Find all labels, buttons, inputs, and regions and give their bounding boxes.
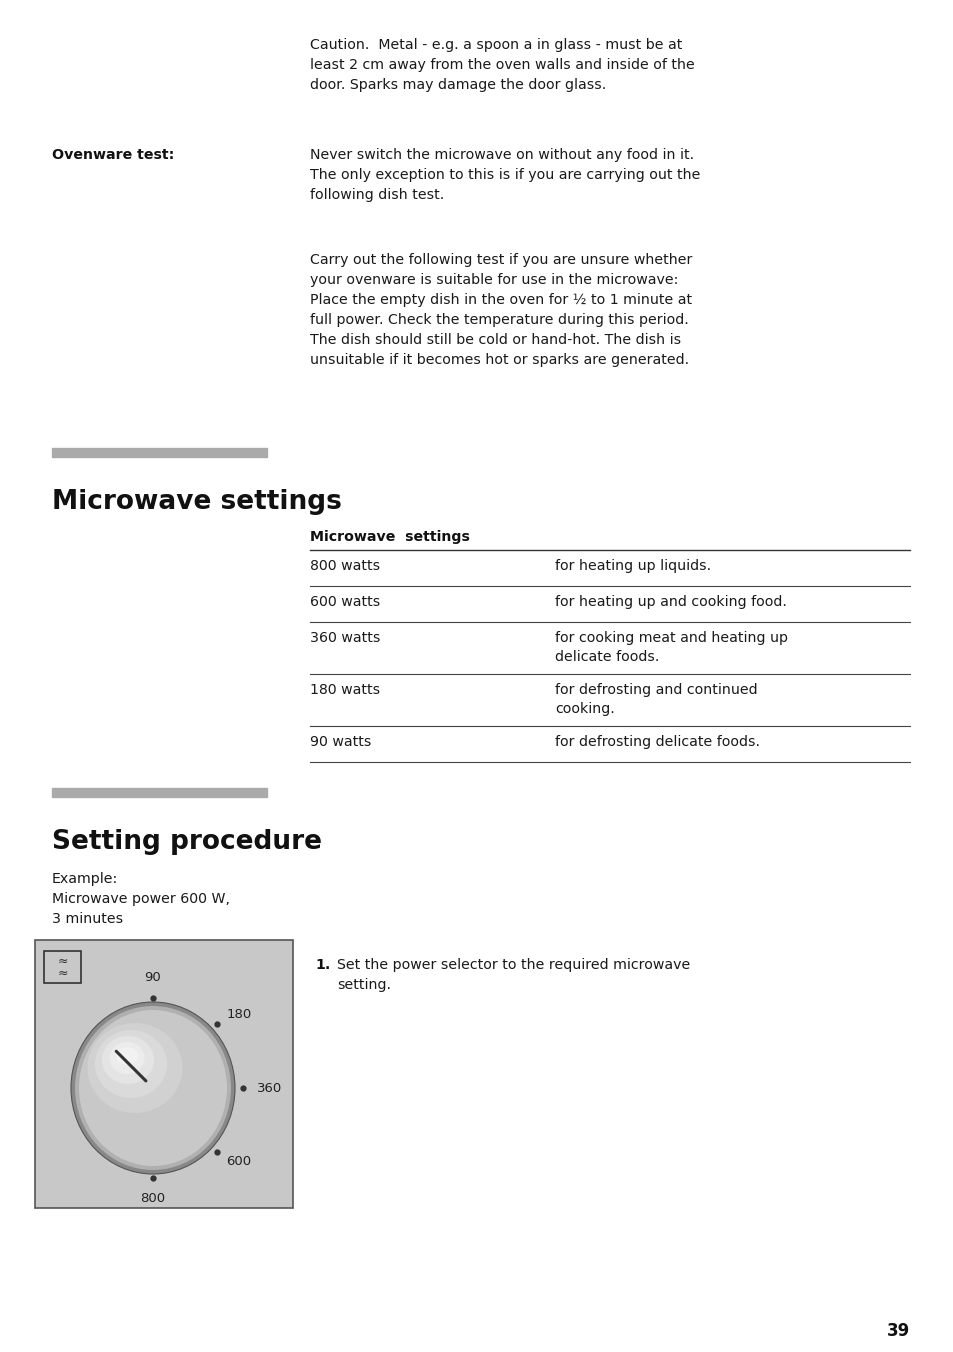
Text: Ovenware test:: Ovenware test:	[52, 147, 174, 162]
Ellipse shape	[116, 1046, 138, 1065]
Text: Microwave  settings: Microwave settings	[310, 530, 470, 544]
Text: 360 watts: 360 watts	[310, 631, 380, 645]
Text: 180: 180	[226, 1009, 252, 1021]
Text: Microwave settings: Microwave settings	[52, 489, 341, 515]
Text: ≈
≈: ≈ ≈	[57, 955, 68, 979]
Text: 800 watts: 800 watts	[310, 558, 379, 573]
Text: 600 watts: 600 watts	[310, 595, 380, 608]
Ellipse shape	[102, 1036, 153, 1084]
Text: Caution.  Metal - e.g. a spoon a in glass - must be at
least 2 cm away from the : Caution. Metal - e.g. a spoon a in glass…	[310, 38, 694, 92]
Text: for cooking meat and heating up
delicate foods.: for cooking meat and heating up delicate…	[555, 631, 787, 664]
Bar	[35, 940, 293, 1207]
Text: Never switch the microwave on without any food in it.
The only exception to this: Never switch the microwave on without an…	[310, 147, 700, 201]
Text: Carry out the following test if you are unsure whether
your ovenware is suitable: Carry out the following test if you are …	[310, 253, 692, 368]
Ellipse shape	[71, 1002, 234, 1174]
Text: 90: 90	[145, 971, 161, 984]
Text: Setting procedure: Setting procedure	[52, 829, 322, 854]
Ellipse shape	[110, 1042, 144, 1073]
Bar	[52, 448, 267, 457]
Text: 39: 39	[886, 1322, 909, 1340]
Ellipse shape	[95, 1030, 167, 1098]
Text: Set the power selector to the required microwave
setting.: Set the power selector to the required m…	[336, 959, 690, 992]
Text: for heating up liquids.: for heating up liquids.	[555, 558, 710, 573]
Text: for defrosting and continued
cooking.: for defrosting and continued cooking.	[555, 683, 757, 717]
Text: 800: 800	[140, 1192, 166, 1205]
Text: 90 watts: 90 watts	[310, 735, 371, 749]
Ellipse shape	[79, 1010, 227, 1165]
Text: for defrosting delicate foods.: for defrosting delicate foods.	[555, 735, 760, 749]
Ellipse shape	[75, 1006, 231, 1169]
Text: Example:
Microwave power 600 W,
3 minutes: Example: Microwave power 600 W, 3 minute…	[52, 872, 230, 926]
Text: for heating up and cooking food.: for heating up and cooking food.	[555, 595, 786, 608]
Text: 1.: 1.	[314, 959, 330, 972]
Text: 360: 360	[256, 1082, 282, 1095]
Bar	[52, 788, 267, 796]
Text: 180 watts: 180 watts	[310, 683, 379, 698]
Ellipse shape	[88, 1023, 182, 1113]
Text: 600: 600	[226, 1155, 252, 1168]
